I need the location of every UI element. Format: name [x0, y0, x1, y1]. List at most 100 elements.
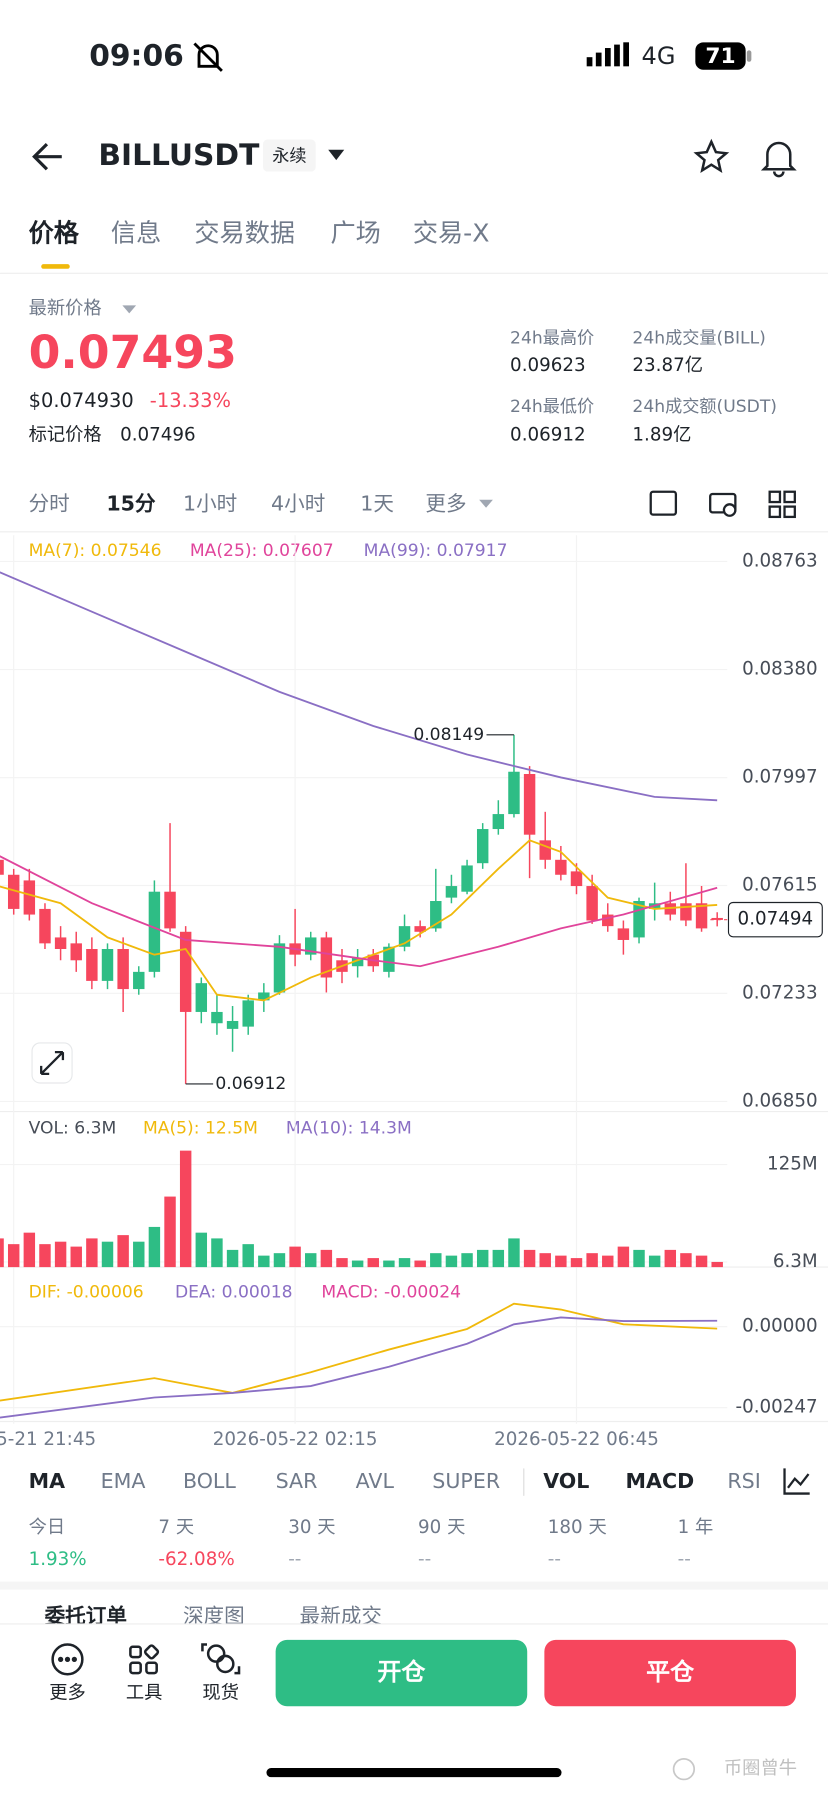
- tab[interactable]: 价格: [29, 218, 80, 247]
- indicator-line: [0, 1316, 718, 1419]
- candle-body: [242, 1000, 254, 1027]
- interval[interactable]: 1小时: [183, 491, 237, 515]
- candle-body: [539, 840, 551, 860]
- volume-bar: [70, 1246, 82, 1268]
- stat-value: 0.06912: [510, 425, 586, 446]
- candle-body: [0, 859, 4, 875]
- close-button[interactable]: [544, 1639, 796, 1707]
- y-tick-label: 0.07615: [742, 874, 818, 895]
- open-label[interactable]: 开仓: [377, 1658, 426, 1686]
- stat-label: 24h最高价: [510, 329, 594, 349]
- volume-bar: [273, 1253, 286, 1268]
- candle-body: [148, 891, 161, 972]
- interval[interactable]: 1天: [360, 491, 394, 515]
- candle-body: [305, 937, 317, 955]
- period-value: -62.08%: [158, 1549, 234, 1570]
- chart-tools[interactable]: [649, 490, 796, 519]
- volume-bar: [164, 1196, 176, 1268]
- candle-body: [320, 937, 333, 978]
- indicator[interactable]: RSI: [727, 1469, 760, 1493]
- stat-value: 1.89亿: [632, 425, 691, 446]
- symbol[interactable]: BILLUSDT: [98, 138, 260, 173]
- legend-ma99: MA(99): 0.07917: [364, 541, 508, 561]
- indicator[interactable]: MACD: [626, 1469, 695, 1493]
- volume-bar: [648, 1255, 661, 1268]
- battery-level: 71: [705, 44, 735, 69]
- plot-area: [0, 535, 728, 1424]
- volume-bar: [445, 1255, 458, 1268]
- period-value: --: [548, 1549, 561, 1570]
- indicator[interactable]: SUPER: [432, 1469, 500, 1493]
- volume-bar: [555, 1255, 567, 1268]
- tab[interactable]: 信息: [111, 218, 161, 247]
- interval[interactable]: 更多: [425, 491, 466, 515]
- open-button[interactable]: [275, 1639, 528, 1707]
- volume-bar: [414, 1260, 426, 1268]
- action-icons[interactable]: [51, 1643, 241, 1676]
- price-dropdown[interactable]: [122, 305, 137, 314]
- battery-tip: [746, 50, 752, 62]
- tab[interactable]: 交易数据: [194, 218, 295, 247]
- alert-button[interactable]: [760, 141, 797, 178]
- x-tick-label: 2026-05-21 21:45: [0, 1429, 96, 1450]
- candle-body: [570, 871, 583, 887]
- candle-body: [23, 880, 36, 915]
- indicator[interactable]: EMA: [101, 1469, 146, 1493]
- candle-body: [664, 903, 677, 915]
- volume-bar: [539, 1253, 551, 1268]
- indicator[interactable]: MA: [29, 1469, 65, 1493]
- action-label[interactable]: 现货: [202, 1683, 239, 1704]
- last-price-box: [727, 901, 823, 938]
- more-dropdown[interactable]: [479, 499, 493, 508]
- back-button[interactable]: [32, 142, 62, 171]
- action-label[interactable]: 工具: [126, 1683, 163, 1704]
- legend-vol-ma5: MA(5): 12.5M: [143, 1119, 258, 1139]
- candle-body: [414, 926, 426, 932]
- candle-body: [179, 931, 192, 1012]
- tab[interactable]: 交易-X: [413, 218, 490, 247]
- period-label: 今日: [29, 1517, 66, 1538]
- volume-bar: [305, 1253, 317, 1268]
- last-price-label: 0.07494: [738, 909, 814, 930]
- fullscreen-icon: [40, 1050, 65, 1075]
- y-tick-label: 6.3M: [773, 1251, 818, 1272]
- favorite-button[interactable]: [693, 138, 730, 174]
- candle-body: [86, 949, 98, 981]
- volume-bar: [133, 1241, 145, 1268]
- indicator[interactable]: VOL: [543, 1469, 589, 1493]
- y-tick-label: 0.06850: [742, 1090, 818, 1111]
- volume-bar: [258, 1255, 270, 1268]
- symbol-dropdown[interactable]: [328, 149, 345, 161]
- volume-bar: [398, 1258, 411, 1268]
- volume-bar: [383, 1260, 395, 1268]
- stat-value: 23.87亿: [632, 355, 703, 376]
- candle-body: [101, 949, 114, 981]
- indicator-settings[interactable]: [783, 1468, 810, 1495]
- indicator[interactable]: SAR: [276, 1469, 318, 1493]
- period-label: 30 天: [288, 1517, 335, 1538]
- volume-bar: [351, 1260, 364, 1268]
- interval[interactable]: 4小时: [271, 491, 325, 515]
- volume-bar: [570, 1258, 583, 1268]
- volume-bar: [54, 1241, 67, 1268]
- section-gap: [0, 1581, 828, 1590]
- y-tick-label: 0.08380: [742, 659, 818, 680]
- interval[interactable]: 分时: [29, 491, 70, 515]
- indicator[interactable]: AVL: [356, 1469, 395, 1493]
- indicator[interactable]: BOLL: [183, 1469, 236, 1493]
- period-label: 90 天: [418, 1517, 465, 1538]
- legend-ma25: MA(25): 0.07607: [190, 541, 334, 561]
- candle-body: [695, 903, 708, 929]
- mark-price-label: 标记价格: [29, 425, 102, 446]
- period-value: --: [678, 1549, 691, 1570]
- interval[interactable]: 15分: [106, 491, 156, 515]
- indicator-line: [0, 839, 718, 1002]
- stat-value: 0.09623: [510, 355, 586, 376]
- battery: [695, 42, 746, 70]
- action-label[interactable]: 更多: [49, 1683, 86, 1704]
- y-tick-label: 0.08763: [742, 550, 818, 571]
- candle-body: [492, 814, 505, 830]
- close-label[interactable]: 平仓: [646, 1658, 695, 1686]
- tab[interactable]: 广场: [331, 218, 381, 247]
- volume-bar: [430, 1253, 442, 1268]
